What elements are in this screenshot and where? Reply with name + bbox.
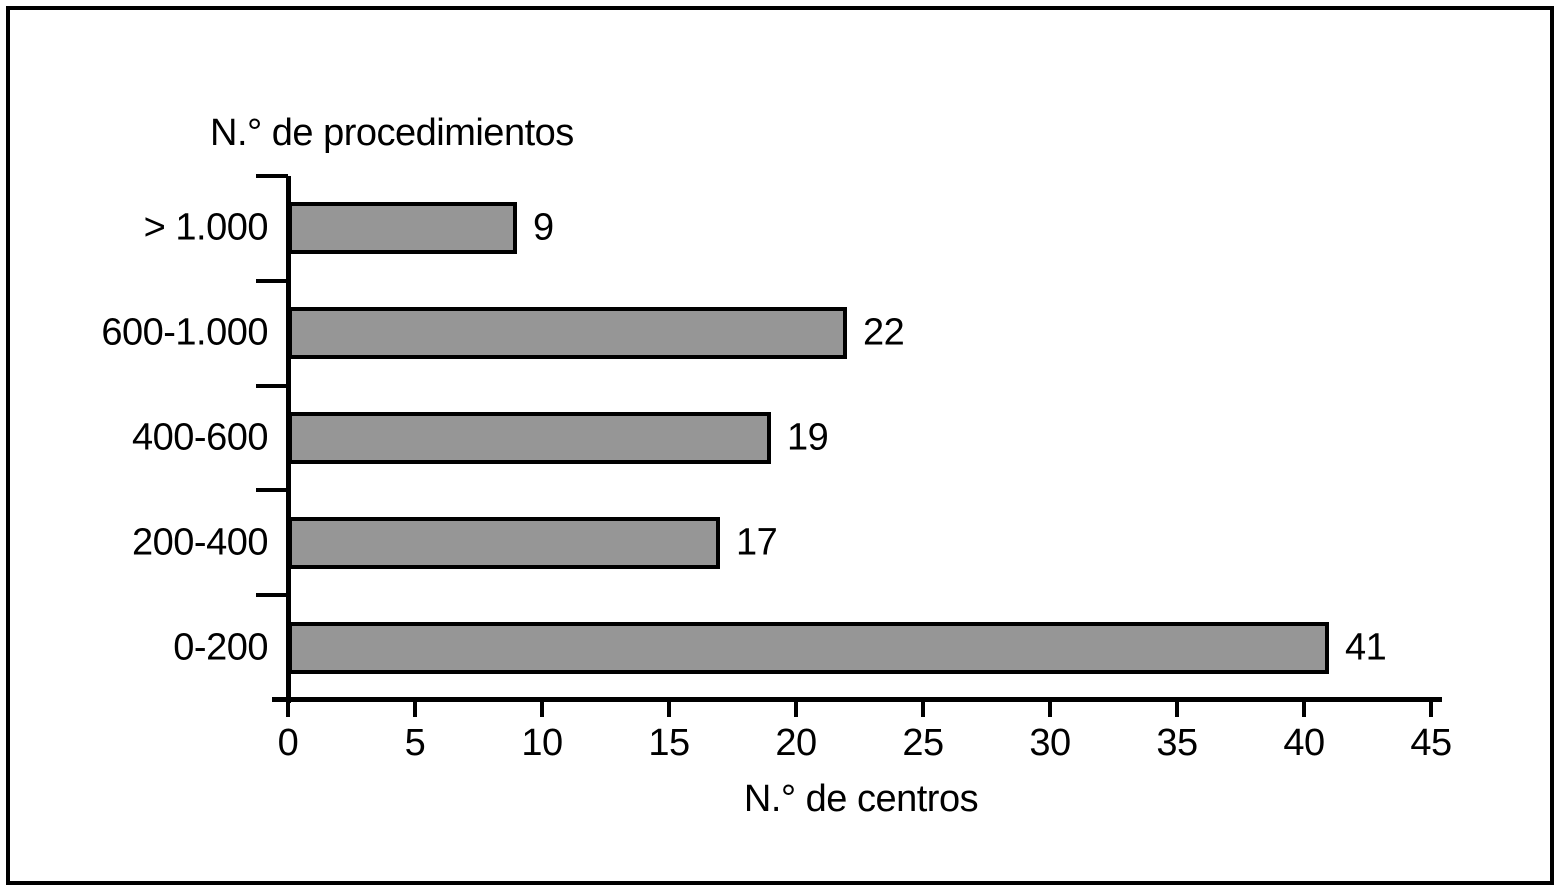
x-tick xyxy=(794,700,798,717)
bar-200-400 xyxy=(288,517,720,569)
y-tick xyxy=(256,278,288,283)
figure-border-frame xyxy=(6,6,1554,885)
bar-value-label: 22 xyxy=(863,311,905,354)
y-tick xyxy=(256,593,288,598)
x-tick xyxy=(1175,700,1179,717)
category-label: 400-600 xyxy=(132,416,268,459)
x-axis-title: N.° de centros xyxy=(743,778,979,820)
bar-value-label: 41 xyxy=(1345,626,1387,669)
y-tick xyxy=(256,174,288,178)
bar-600-1.000 xyxy=(288,307,847,359)
x-tick-label: 10 xyxy=(521,722,563,764)
x-tick xyxy=(1048,700,1052,717)
category-label: > 1.000 xyxy=(143,206,269,249)
bar-0-200 xyxy=(288,622,1329,674)
category-label: 0-200 xyxy=(173,626,268,669)
x-tick xyxy=(286,700,290,717)
x-tick-label: 5 xyxy=(404,722,426,764)
x-tick xyxy=(1302,700,1306,717)
bar-> 1.000 xyxy=(288,202,517,254)
bar-value-label: 9 xyxy=(533,206,554,249)
x-tick xyxy=(667,700,671,717)
x-axis-line xyxy=(272,697,1442,702)
bar-value-label: 17 xyxy=(736,521,778,564)
x-tick-label: 25 xyxy=(902,722,944,764)
x-tick-label: 40 xyxy=(1283,722,1325,764)
category-label: 600-1.000 xyxy=(101,311,268,354)
x-tick xyxy=(413,700,417,717)
x-tick-label: 30 xyxy=(1029,722,1071,764)
x-tick xyxy=(921,700,925,717)
x-tick xyxy=(1429,700,1433,717)
bar-400-600 xyxy=(288,412,771,464)
x-tick-label: 45 xyxy=(1410,722,1452,764)
y-tick xyxy=(256,488,288,493)
bar-value-label: 19 xyxy=(787,416,829,459)
y-tick xyxy=(256,383,288,388)
chart-title: N.° de procedimientos xyxy=(210,112,574,154)
x-tick xyxy=(540,700,544,717)
x-tick-label: 20 xyxy=(775,722,817,764)
x-tick-label: 35 xyxy=(1156,722,1198,764)
x-tick-label: 0 xyxy=(277,722,299,764)
category-label: 200-400 xyxy=(132,521,268,564)
x-tick-label: 15 xyxy=(648,722,690,764)
